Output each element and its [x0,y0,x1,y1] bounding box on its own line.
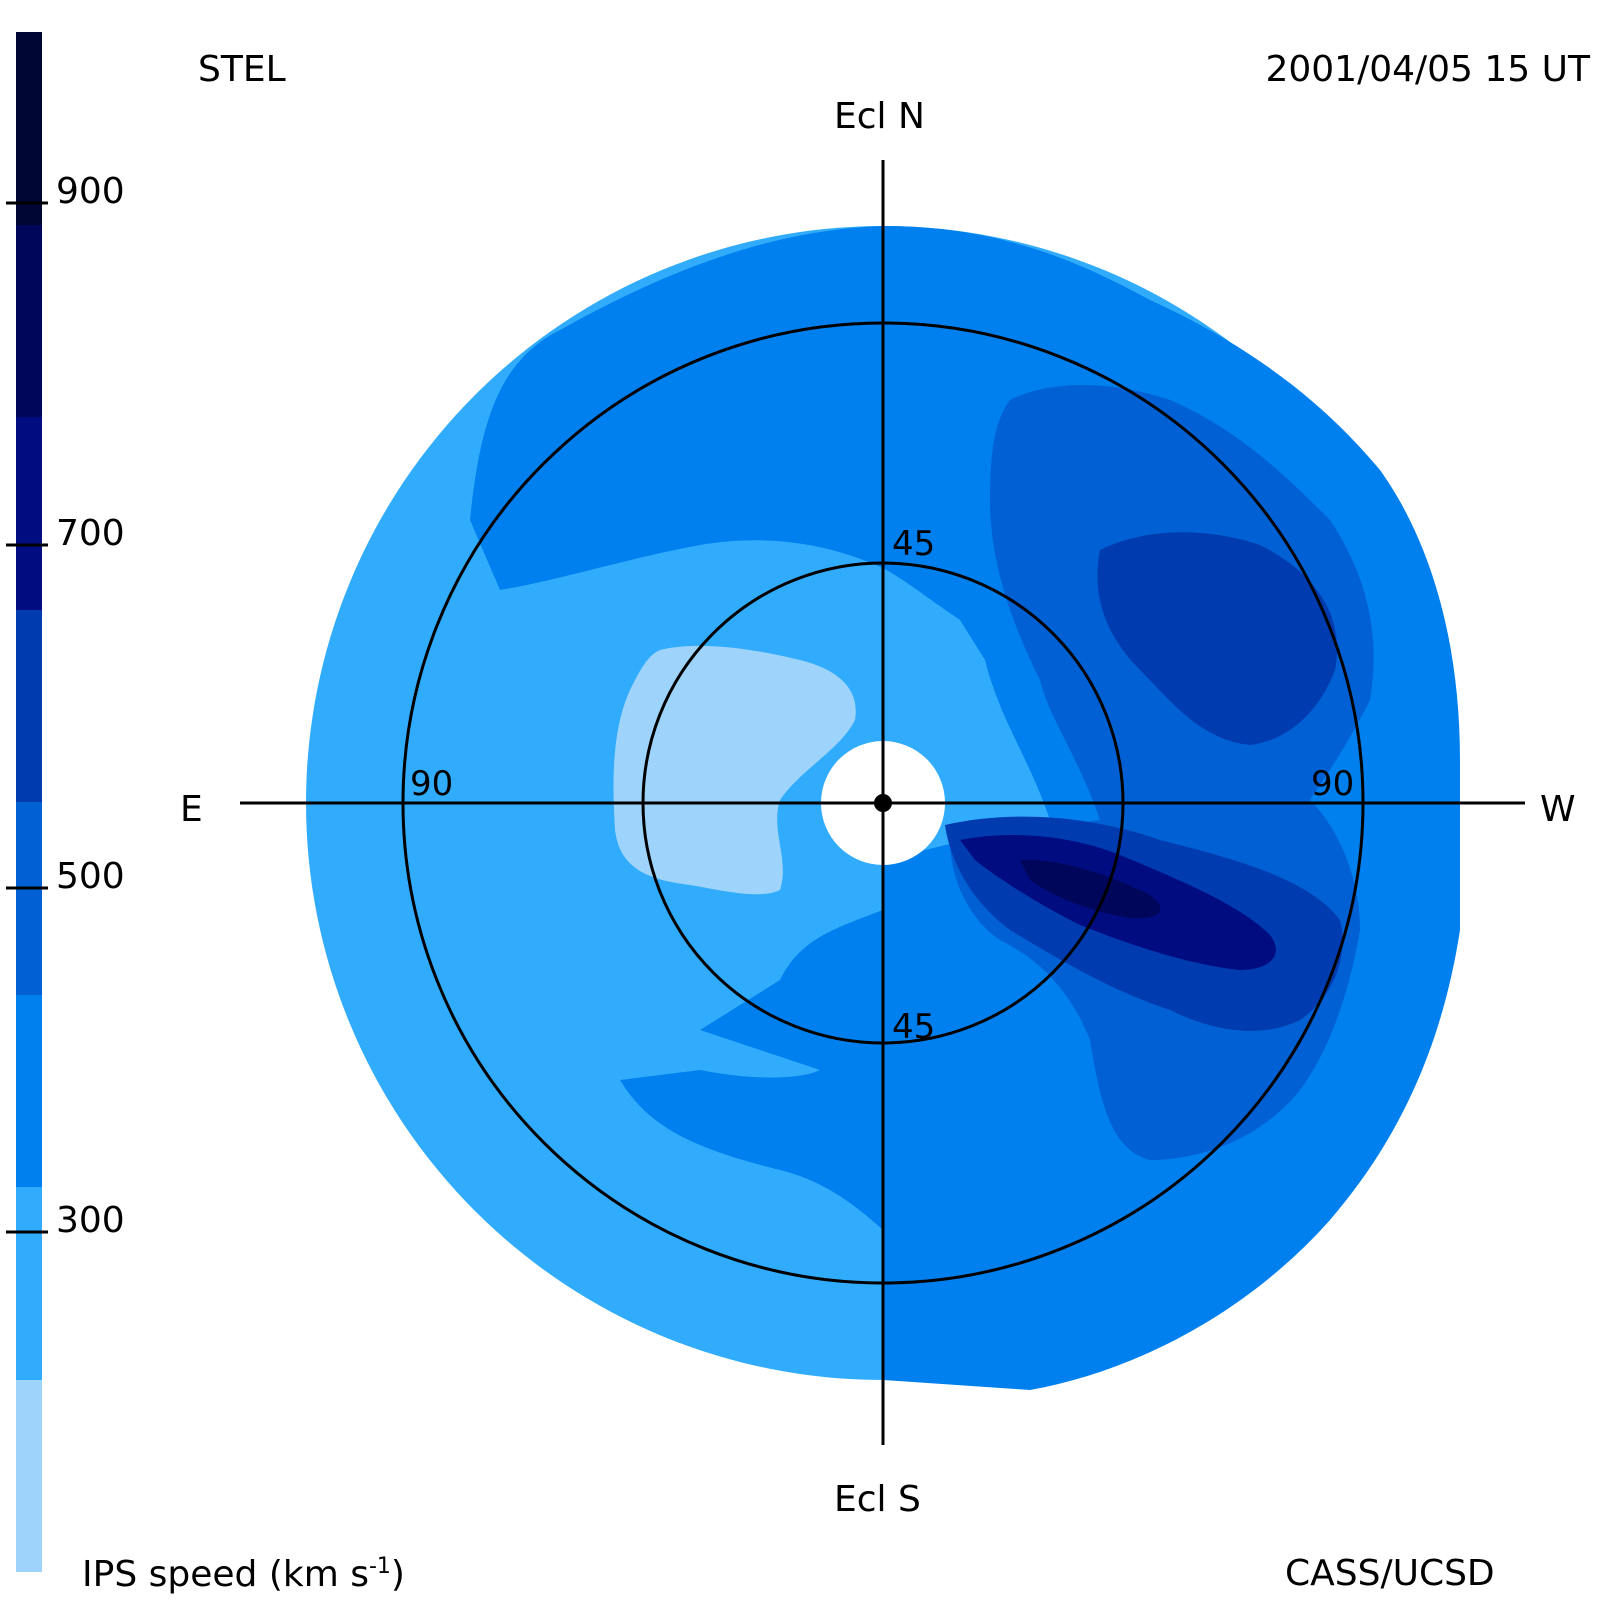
colorbar-ticks [6,201,48,1234]
colorbar-segment-200 [16,1379,42,1572]
colorbar-segment-600 [16,609,42,802]
speed-colorbar [16,32,42,1572]
colorbar-tick-500: 500 [56,856,125,897]
colorbar-title-close: ) [390,1554,405,1595]
ring-90-east-label: 90 [410,764,454,804]
sun-marker [874,794,892,812]
instrument-label: STEL [198,49,286,90]
direction-south-label: Ecl S [834,1479,921,1520]
direction-east-label: E [180,789,203,830]
colorbar-title-text: IPS speed (km s [82,1554,369,1595]
ring-45-south-label: 45 [892,1007,936,1047]
ring-45-north-label: 45 [892,524,936,564]
colorbar-tick-300: 300 [56,1200,125,1241]
direction-north-label: Ecl N [834,96,925,137]
contour-band-west-edge [1330,470,1460,1150]
ring-90-west-label: 90 [1311,764,1355,804]
colorbar-title: IPS speed (km s-1) [82,1556,405,1593]
credit-label: CASS/UCSD [1285,1553,1495,1594]
colorbar-segment-800 [16,224,42,417]
direction-west-label: W [1540,789,1576,830]
colorbar-segment-500 [16,802,42,995]
timestamp-label: 2001/04/05 15 UT [1265,49,1590,90]
colorbar-segment-700 [16,417,42,610]
colorbar-tick-900: 900 [56,171,125,212]
colorbar-segment-900 [16,32,42,225]
colorbar-tick-700: 700 [56,513,125,554]
colorbar-segment-300 [16,1187,42,1380]
contour-band-200 [613,645,856,895]
colorbar-title-exponent: -1 [368,1554,391,1579]
contour-band-600-upper [1097,532,1338,745]
contour-band-800 [1020,859,1161,919]
colorbar-segment-400 [16,994,42,1187]
